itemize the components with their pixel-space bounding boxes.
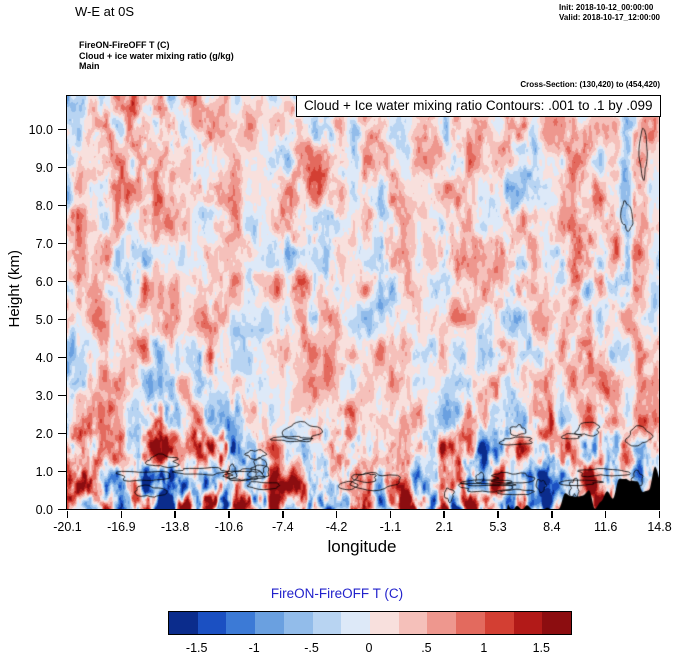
x-tick-label: -4.2 <box>325 520 348 534</box>
x-tick-label: -20.1 <box>53 520 82 534</box>
grid-name-line: Main <box>79 61 100 71</box>
y-tick-mark <box>58 280 66 283</box>
x-tick-mark <box>658 511 661 518</box>
colorbar-segment <box>197 612 227 634</box>
colorbar-segment <box>513 612 543 634</box>
run-times: Init: 2018-10-12_00:00:00 Valid: 2018-10… <box>559 3 660 23</box>
y-tick-label: 2.0 <box>35 426 53 441</box>
y-tick-mark <box>58 128 66 131</box>
x-tick-mark <box>604 511 607 518</box>
init-time: Init: 2018-10-12_00:00:00 <box>559 3 654 12</box>
x-tick-label: 8.4 <box>543 520 561 534</box>
colorbar-segment <box>341 612 371 634</box>
x-tick-label: -10.6 <box>214 520 244 534</box>
field-info: FireON-FireOFF T (C) Cloud + ice water m… <box>79 40 234 72</box>
colorbar-tick-label: 0 <box>365 641 373 655</box>
colorbar <box>168 611 572 635</box>
colorbar-segment <box>226 612 256 634</box>
y-tick-label: 0.0 <box>35 502 53 517</box>
figure-title: W-E at 0S <box>75 4 135 19</box>
y-tick-mark <box>58 394 66 397</box>
y-axis-ticks: 0.0 1.0 2.0 3.0 4.0 5.0 6.0 7.0 8.0 9.0 10.0 <box>0 95 66 517</box>
x-tick-label: 2.1 <box>435 520 453 534</box>
colorbar-tick-label: -1 <box>248 641 260 655</box>
x-axis-ticks: -20.1 -16.9 -13.8 -10.6 -7.4 -4.2 -1.1 2.1 5.3 8.… <box>53 511 672 541</box>
colorbar-segment <box>283 612 313 634</box>
plot-area: Cloud + Ice water mixing ratio Contours:… <box>66 94 661 510</box>
x-tick-mark <box>120 511 123 518</box>
colorbar-title: FireON-FireOFF T (C) <box>270 586 404 601</box>
x-tick-label: 5.3 <box>489 520 507 534</box>
colorbar-segment <box>484 612 514 634</box>
x-tick-label: -13.8 <box>160 520 190 534</box>
colorbar-segment <box>312 612 342 634</box>
x-tick-label: 11.6 <box>593 520 618 534</box>
x-tick-label: 14.8 <box>647 520 672 534</box>
y-tick-label: 10.0 <box>28 122 53 137</box>
colorbar-tick-label: 1.5 <box>532 641 550 655</box>
colorbar-tick-label: 1 <box>480 641 488 655</box>
colorbar-tick-labels: -1.5 -1 -.5 0 .5 1 1.5 <box>168 641 570 657</box>
y-tick-mark <box>58 318 66 321</box>
y-tick-label: 6.0 <box>35 274 53 289</box>
colorbar-tick-label: .5 <box>421 641 432 655</box>
colorbar-tick-label: -.5 <box>304 641 319 655</box>
x-tick-mark <box>228 511 230 518</box>
x-tick-mark <box>174 511 176 518</box>
colorbar-segment <box>456 612 485 634</box>
colorbar-segment <box>370 612 399 634</box>
x-tick-label: -7.4 <box>271 520 294 534</box>
cross-section-label: Cross-Section: (130,420) to (454,420) <box>520 80 660 89</box>
y-tick-mark <box>58 242 66 245</box>
x-tick-mark <box>551 511 553 518</box>
x-tick-mark <box>443 511 445 518</box>
y-tick-mark <box>58 432 66 435</box>
y-tick-mark <box>58 356 66 359</box>
colorbar-segment <box>542 612 572 634</box>
y-tick-mark <box>58 204 66 207</box>
x-tick-mark <box>335 511 338 518</box>
x-tick-label: -1.1 <box>379 520 402 534</box>
y-tick-label: 5.0 <box>35 312 53 327</box>
field-name-line: FireON-FireOFF T (C) <box>79 40 170 50</box>
colorbar-segment <box>398 612 428 634</box>
y-tick-label: 1.0 <box>35 464 53 479</box>
x-tick-mark <box>497 511 499 518</box>
x-tick-mark <box>389 511 392 518</box>
y-tick-label: 9.0 <box>35 160 53 175</box>
y-tick-label: 3.0 <box>35 388 53 403</box>
overlay-name-line: Cloud + ice water mixing ratio (g/kg) <box>79 50 234 61</box>
y-tick-mark <box>58 508 66 511</box>
x-axis-label: longitude <box>327 537 397 556</box>
y-tick-mark <box>58 470 66 473</box>
x-tick-label: -16.9 <box>107 520 136 534</box>
y-tick-label: 7.0 <box>35 236 53 251</box>
x-tick-mark <box>66 511 69 518</box>
x-tick-mark <box>282 511 284 518</box>
contour-field-canvas <box>67 96 659 509</box>
contour-annotation: Cloud + Ice water mixing ratio Contours:… <box>295 94 661 117</box>
y-tick-label: 4.0 <box>35 350 53 365</box>
y-tick-label: 8.0 <box>35 198 53 213</box>
y-tick-mark <box>58 166 66 169</box>
colorbar-segment <box>169 612 198 634</box>
colorbar-segment <box>427 612 457 634</box>
colorbar-segment <box>255 612 284 634</box>
valid-time: Valid: 2018-10-17_12:00:00 <box>559 13 660 22</box>
colorbar-tick-label: -1.5 <box>185 641 208 655</box>
